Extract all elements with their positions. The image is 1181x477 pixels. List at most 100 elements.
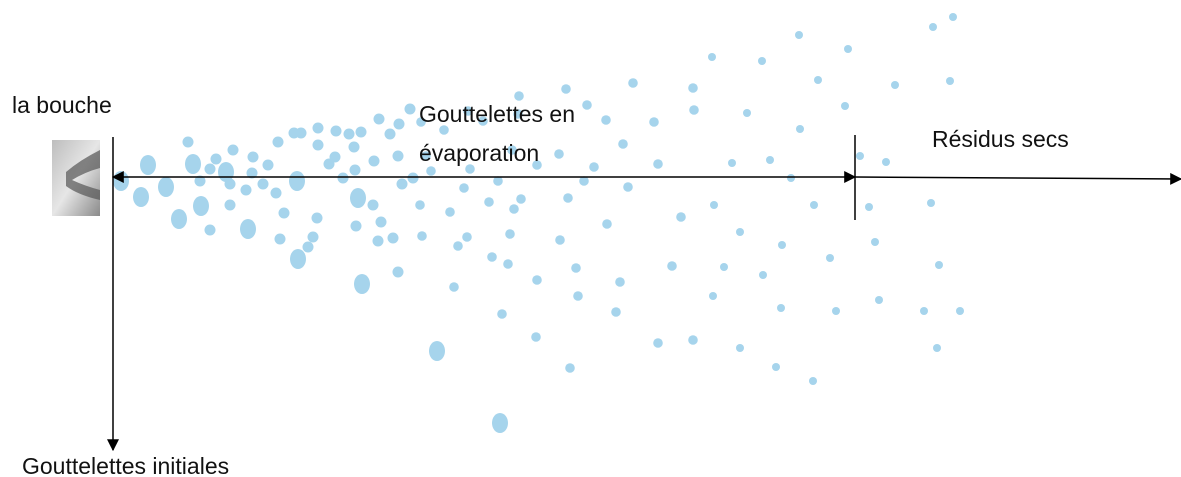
droplet	[350, 165, 361, 176]
droplet	[841, 102, 849, 110]
droplet	[688, 83, 698, 93]
droplet	[248, 152, 259, 163]
droplet	[676, 212, 686, 222]
droplet	[766, 156, 774, 164]
droplet	[554, 149, 564, 159]
droplet	[946, 77, 954, 85]
droplet	[303, 242, 314, 253]
droplet	[933, 344, 941, 352]
droplet	[856, 152, 864, 160]
droplet	[814, 76, 822, 84]
droplet	[388, 233, 399, 244]
droplet	[258, 179, 269, 190]
droplets	[113, 13, 964, 433]
droplet	[516, 194, 526, 204]
droplet	[667, 261, 677, 271]
droplet	[393, 151, 404, 162]
droplet	[710, 201, 718, 209]
droplet	[445, 207, 455, 217]
droplet	[263, 160, 274, 171]
droplet	[531, 332, 541, 342]
droplet	[349, 142, 360, 153]
droplet	[956, 307, 964, 315]
droplet	[832, 307, 840, 315]
diagram: la bouche Gouttelettes en évaporation Ré…	[0, 0, 1181, 477]
droplet	[497, 309, 507, 319]
droplet	[743, 109, 751, 117]
droplet	[844, 45, 852, 53]
droplet	[240, 219, 256, 239]
droplet	[602, 219, 612, 229]
droplet	[509, 204, 519, 214]
droplet	[140, 155, 156, 175]
droplet	[462, 232, 472, 242]
droplet	[920, 307, 928, 315]
droplet	[688, 335, 698, 345]
droplet	[417, 231, 427, 241]
droplet	[356, 127, 367, 138]
droplet	[618, 139, 628, 149]
droplet	[296, 128, 307, 139]
droplet	[777, 304, 785, 312]
droplet	[708, 53, 716, 61]
droplet	[308, 232, 319, 243]
droplet	[927, 199, 935, 207]
droplet	[228, 145, 239, 156]
droplet	[601, 115, 611, 125]
droplet	[653, 159, 663, 169]
droplet	[882, 158, 890, 166]
droplet	[736, 344, 744, 352]
droplet	[171, 209, 187, 229]
droplet	[193, 196, 209, 216]
droplet	[394, 119, 405, 130]
droplet	[891, 81, 899, 89]
droplet	[241, 185, 252, 196]
droplet	[351, 221, 362, 232]
droplet	[623, 182, 633, 192]
droplet	[759, 271, 767, 279]
droplet	[408, 173, 419, 184]
droplet	[736, 228, 744, 236]
droplet	[312, 213, 323, 224]
droplet	[113, 171, 129, 191]
droplet	[505, 229, 515, 239]
droplet	[225, 200, 236, 211]
droplet	[205, 164, 216, 175]
droplet	[871, 238, 879, 246]
droplet	[709, 292, 717, 300]
droplet	[324, 159, 335, 170]
initial-label: Gouttelettes initiales	[22, 453, 229, 477]
droplet	[514, 91, 524, 101]
droplet	[373, 236, 384, 247]
droplet	[929, 23, 937, 31]
droplet	[205, 225, 216, 236]
droplet	[354, 274, 370, 294]
droplet	[563, 193, 573, 203]
droplet	[225, 179, 236, 190]
droplet	[875, 296, 883, 304]
droplet	[689, 105, 699, 115]
droplet	[344, 129, 355, 140]
droplet	[459, 183, 469, 193]
droplet	[289, 171, 305, 191]
droplet	[369, 156, 380, 167]
droplet	[826, 254, 834, 262]
droplet	[484, 197, 494, 207]
droplet	[385, 129, 396, 140]
droplet	[290, 249, 306, 269]
droplet	[374, 114, 385, 125]
droplet	[573, 291, 583, 301]
droplet	[503, 259, 513, 269]
droplet	[649, 117, 659, 127]
droplet	[565, 363, 575, 373]
droplet	[772, 363, 780, 371]
droplet	[376, 217, 387, 228]
droplet	[787, 174, 795, 182]
mouth-label: la bouche	[12, 92, 112, 118]
evaporation-label-line: évaporation	[419, 140, 539, 166]
mouth-image	[52, 140, 100, 216]
droplet	[405, 104, 416, 115]
droplet	[338, 173, 349, 184]
droplet	[183, 137, 194, 148]
droplet	[582, 100, 592, 110]
